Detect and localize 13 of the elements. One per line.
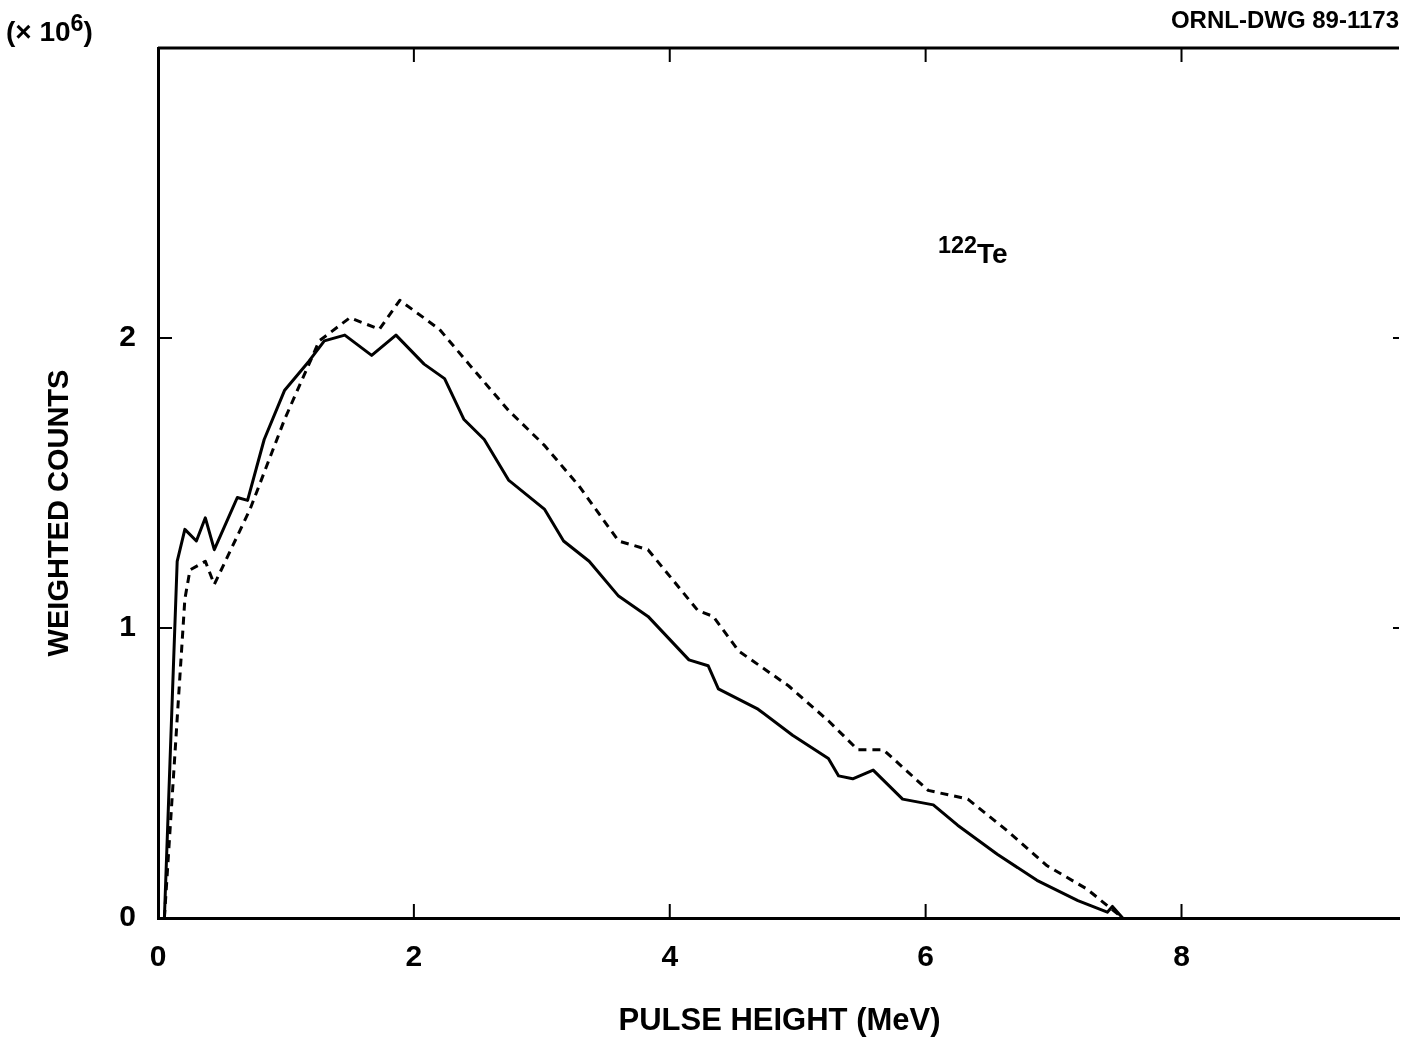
y-tick-label: 2 — [119, 319, 136, 353]
x-tick-label: 2 — [405, 939, 423, 973]
x-axis-title: PULSE HEIGHT (MeV) — [617, 1002, 942, 1038]
x-tick-label: 0 — [149, 939, 167, 973]
x-tick-label: 4 — [661, 939, 679, 973]
annotation: $^{122}$Te — [938, 232, 1008, 271]
y-tick-label: 1 — [119, 609, 136, 643]
x-tick-label: 8 — [1173, 939, 1190, 973]
x-tick-label: 6 — [917, 939, 934, 973]
text: ORNL-DWG 89-1173 — [1170, 6, 1399, 34]
y-axis-title: WEIGHTED COUNTS — [41, 369, 75, 657]
text: (× 10$^{6}$) — [6, 10, 93, 49]
y-tick-label: 0 — [119, 899, 136, 933]
